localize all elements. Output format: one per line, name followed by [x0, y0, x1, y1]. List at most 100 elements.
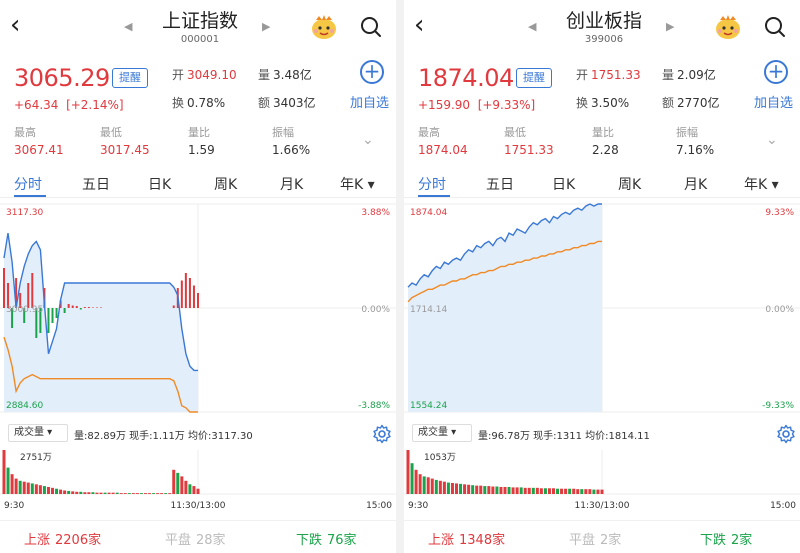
decliners-label: 下跌: [296, 533, 323, 548]
active-tab-indicator: [14, 195, 46, 197]
diff-bar: [31, 273, 34, 308]
index-title: 创业板指: [565, 10, 642, 32]
tab-3[interactable]: 周K: [214, 177, 238, 193]
gear-icon[interactable]: [372, 424, 392, 444]
tab-5[interactable]: 年K ▾: [744, 177, 779, 193]
volume-value: 3.48亿: [273, 68, 312, 82]
volume-bar: [596, 489, 600, 494]
add-watchlist-label[interactable]: 加自选: [754, 96, 794, 111]
stat-value: 7.16%: [676, 143, 715, 157]
volume-bar: [123, 493, 127, 494]
diff-bar: [39, 308, 42, 333]
diff-bar: [19, 293, 22, 308]
prev-index-icon[interactable]: ◀: [528, 20, 537, 33]
volume-chart[interactable]: 2751万 9:30 11:30/13:00 15:00: [0, 446, 396, 520]
tab-5[interactable]: 年K ▾: [340, 177, 375, 193]
volume-bar: [535, 487, 539, 494]
volume-bar: [560, 488, 564, 494]
volume-bar: [564, 488, 568, 494]
volume-bar: [115, 492, 119, 494]
indicator-select-value: 成交量: [14, 427, 44, 438]
add-watchlist-icon[interactable]: +: [764, 60, 788, 84]
add-watchlist-label[interactable]: 加自选: [350, 96, 390, 111]
tab-2[interactable]: 日K: [148, 177, 172, 193]
turnover-value: 3.50%: [591, 96, 630, 110]
tab-4[interactable]: 月K: [684, 177, 708, 193]
tab-0[interactable]: 分时: [14, 177, 42, 193]
axis-prev-close: 1714.14: [410, 305, 447, 315]
add-watchlist-icon[interactable]: +: [360, 60, 384, 84]
expand-chevron-icon[interactable]: ⌄: [362, 132, 374, 148]
indicator-select-value: 成交量: [418, 427, 448, 438]
volume-bar: [406, 450, 410, 494]
gear-icon[interactable]: [776, 424, 796, 444]
volume-bar: [131, 493, 135, 494]
remind-button[interactable]: 提醒: [112, 68, 148, 88]
change-percent: [+2.14%]: [66, 98, 124, 112]
tab-2[interactable]: 日K: [552, 177, 576, 193]
indicator-select[interactable]: 成交量 ▾: [8, 424, 68, 442]
tab-4[interactable]: 月K: [280, 177, 304, 193]
volume-bar: [42, 486, 46, 494]
indicator-select[interactable]: 成交量 ▾: [412, 424, 472, 442]
tab-1[interactable]: 五日: [486, 177, 514, 193]
volume-bar: [30, 483, 34, 494]
volume-bar: [14, 478, 18, 494]
intraday-chart[interactable]: 1874.04 1714.14 1554.24 9.33% 0.00% -9.33%: [404, 198, 800, 422]
volume-peak: 1053万: [424, 453, 456, 463]
tab-1[interactable]: 五日: [82, 177, 110, 193]
axis-low-pct: -9.33%: [762, 401, 794, 411]
volume-bar: [414, 469, 418, 494]
volume-bar: [152, 493, 156, 494]
volume-bar: [196, 488, 200, 494]
volume-bar: [10, 474, 14, 494]
expand-chevron-icon[interactable]: ⌄: [766, 132, 778, 148]
volume-bar: [164, 493, 168, 494]
search-icon[interactable]: [764, 16, 786, 38]
diff-bar: [51, 308, 54, 323]
unchanged: 平盘 28家: [165, 529, 226, 548]
prev-index-icon[interactable]: ◀: [124, 20, 133, 33]
time-open: 9:30: [4, 501, 24, 511]
volume-bar: [487, 486, 491, 494]
diff-bar: [87, 307, 90, 308]
remind-button[interactable]: 提醒: [516, 68, 552, 88]
volume-bar: [438, 480, 442, 494]
diff-bar: [91, 307, 94, 308]
diff-bar: [35, 308, 38, 338]
search-icon[interactable]: [360, 16, 382, 38]
intraday-chart[interactable]: 3117.30 3000.95 2884.60 3.88% 0.00% -3.88%: [0, 198, 396, 422]
volume-bar: [156, 493, 160, 494]
volume-bar: [592, 489, 596, 494]
volume-bar: [26, 482, 30, 494]
diff-bar: [100, 307, 102, 308]
mascot-icon[interactable]: [310, 14, 338, 40]
volume-bar: [103, 492, 107, 494]
stat-value: 3067.41: [14, 143, 64, 157]
stat-value: 3017.45: [100, 143, 150, 157]
volume-toolbar: 成交量 ▾ 量:82.89万 现手:1.11万 均价:3117.30: [0, 422, 396, 444]
tab-0[interactable]: 分时: [418, 177, 446, 193]
amount-label: 额: [662, 96, 675, 110]
volume-chart[interactable]: 1053万 9:30 11:30/13:00 15:00: [404, 446, 800, 520]
volume-bar: [184, 480, 188, 494]
open-price: 开 1751.33: [576, 66, 641, 83]
volume-bar: [442, 481, 446, 494]
unchanged-label: 平盘: [165, 533, 192, 548]
current-price: 1874.04: [418, 64, 514, 92]
volume-info: 量:82.89万 现手:1.11万 均价:3117.30: [74, 431, 253, 442]
volume-bar: [79, 491, 83, 494]
volume-bar: [491, 486, 495, 494]
header-bar: ‹ ◀ 创业板指 399006 ▶: [404, 0, 800, 52]
advancers: 上涨 1348家: [428, 529, 505, 548]
next-index-icon[interactable]: ▶: [666, 20, 675, 33]
mascot-icon[interactable]: [714, 14, 742, 40]
back-icon[interactable]: ‹: [10, 10, 21, 40]
advancers-count: 2206家: [55, 533, 102, 548]
volume-bar: [499, 486, 503, 494]
back-icon[interactable]: ‹: [414, 10, 425, 40]
tab-3[interactable]: 周K: [618, 177, 642, 193]
volume-bar: [111, 492, 115, 494]
next-index-icon[interactable]: ▶: [262, 20, 271, 33]
volume-bar: [75, 491, 79, 494]
